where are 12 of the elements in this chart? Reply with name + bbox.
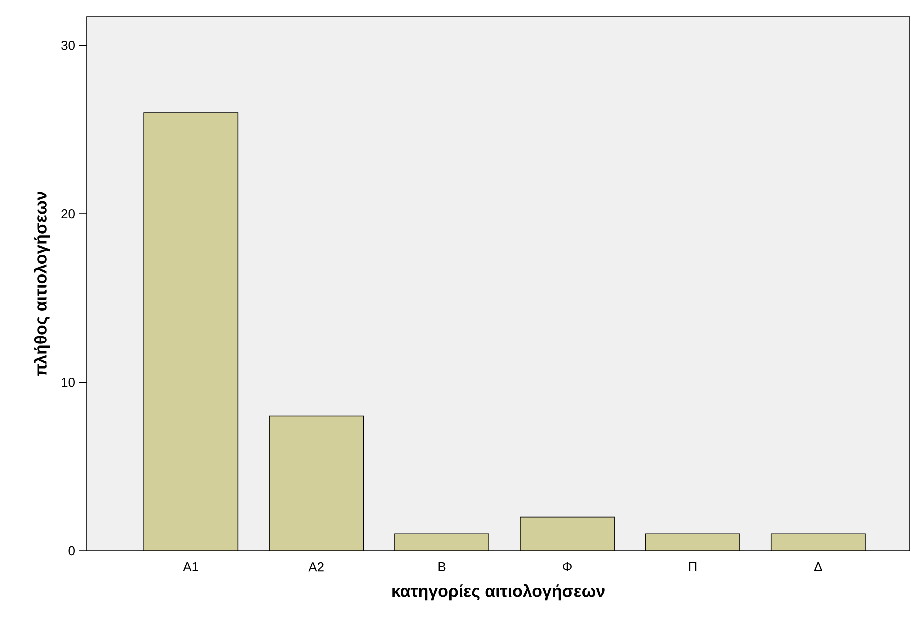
y-tick-label: 10 [62, 378, 75, 388]
y-tick-label: 20 [62, 210, 75, 219]
x-tick-label: Φ [563, 562, 572, 572]
y-axis-title: πλήθος αιτιολογήσεων [34, 192, 50, 376]
y-tick-label: 0 [68, 546, 75, 556]
x-tick-label: Π [689, 562, 697, 572]
x-tick-label: Δ [814, 562, 822, 572]
y-tick-label: 30 [62, 41, 75, 50]
x-axis-title: κατηγορίες αιτιολογήσεων [392, 584, 605, 601]
x-tick-label: Β [438, 562, 446, 572]
x-tick-label: Α2 [308, 562, 324, 572]
x-tick-label: Α1 [183, 562, 198, 572]
